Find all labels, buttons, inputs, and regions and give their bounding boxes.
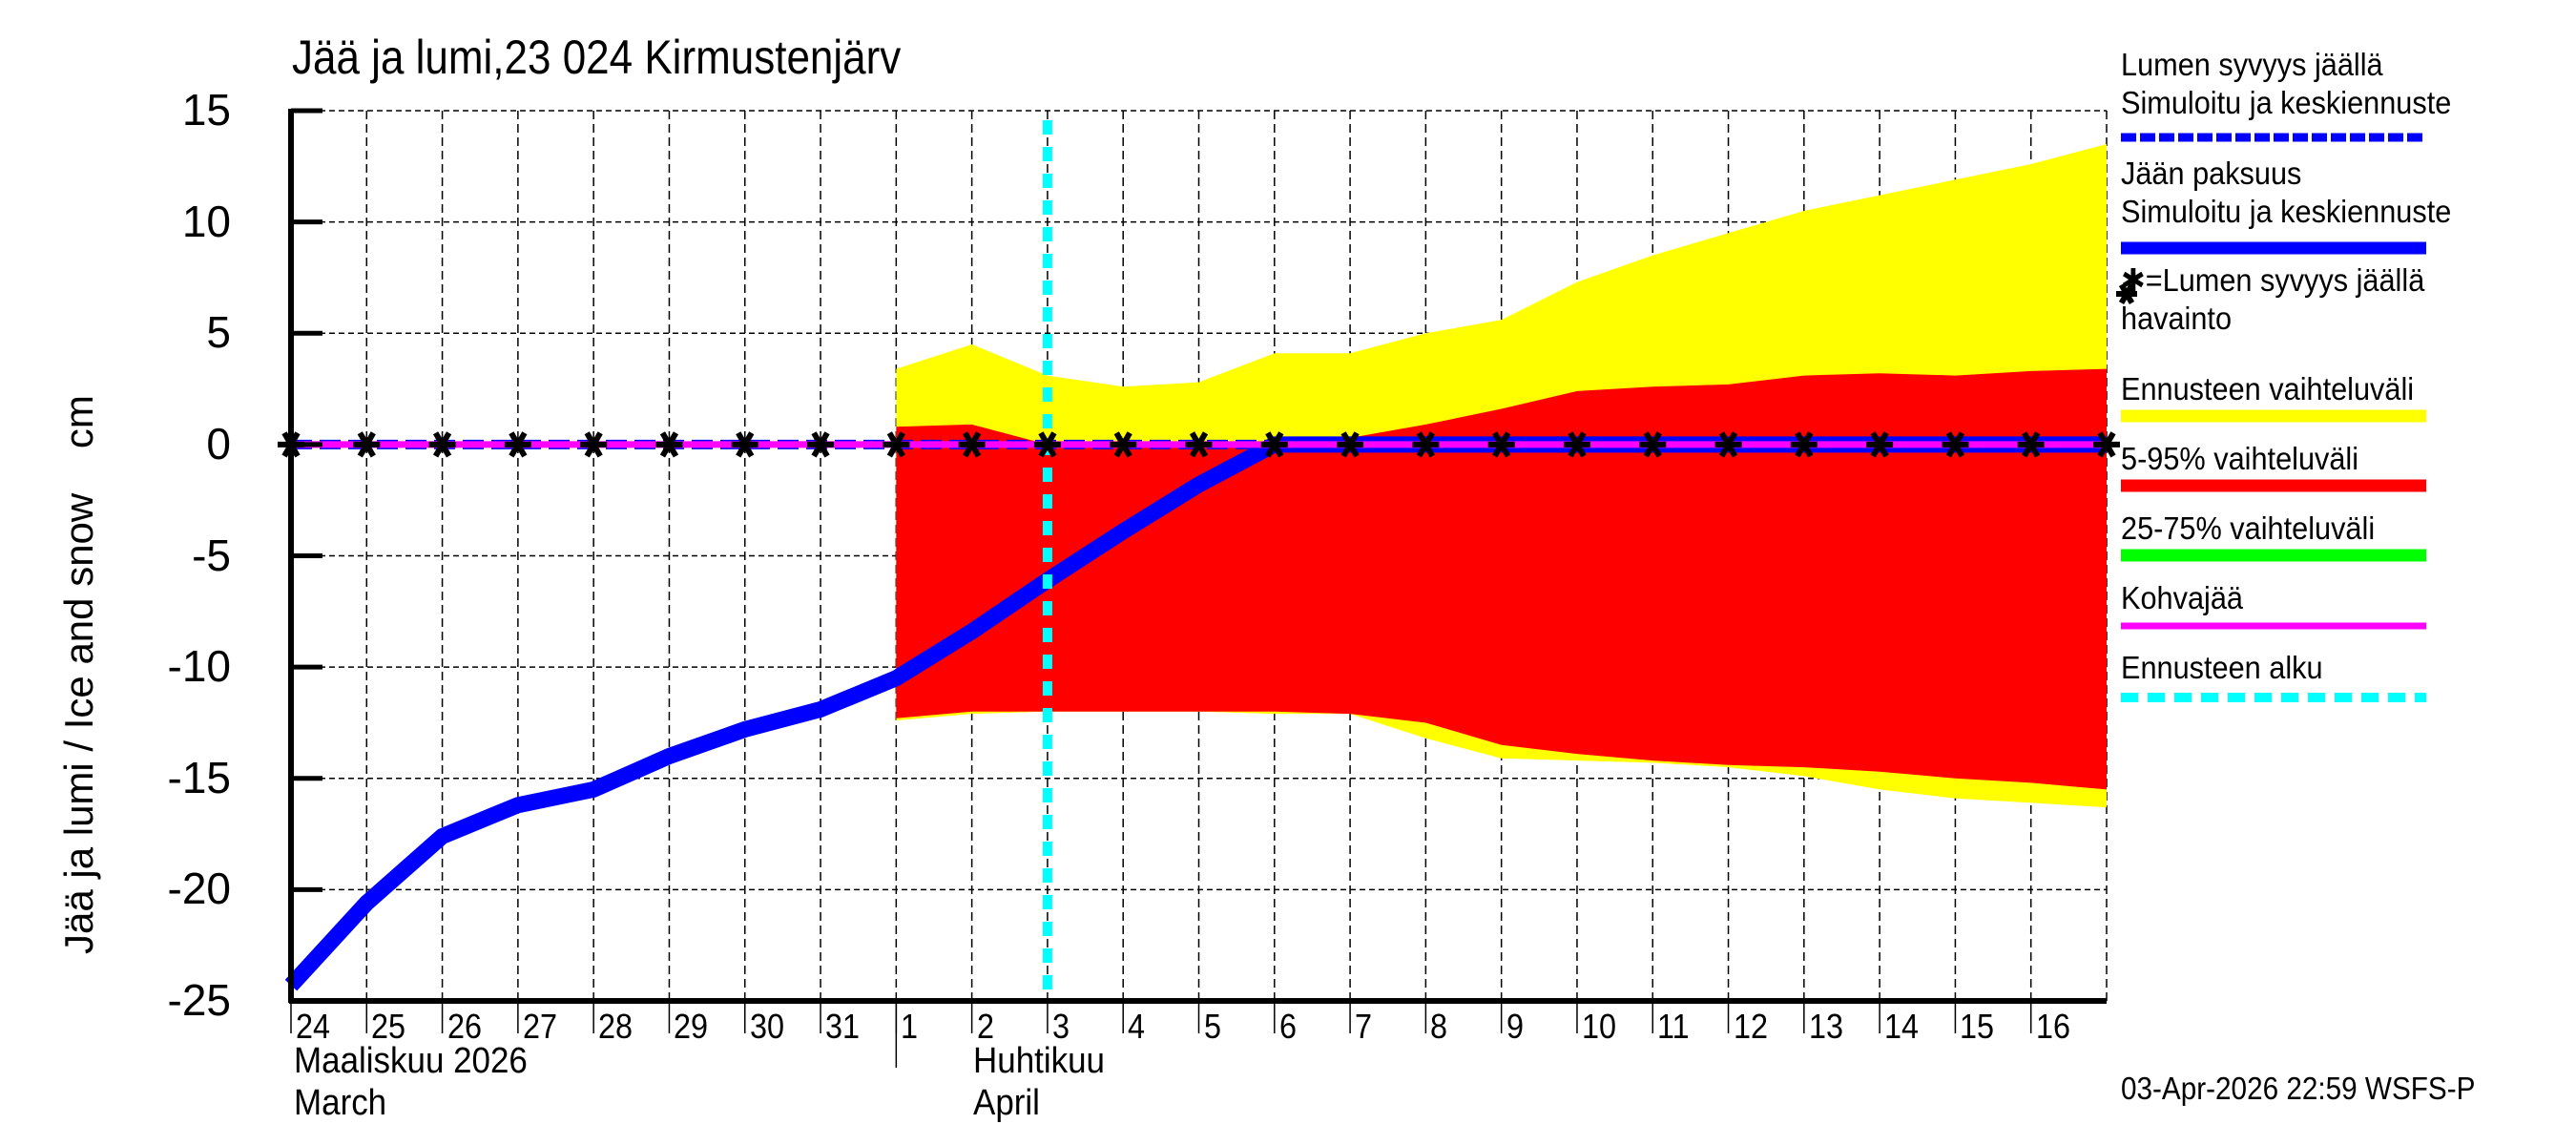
snow-observation-marker (1412, 431, 1440, 458)
legend-item-slush-ice: Kohvajää (2121, 580, 2243, 615)
y-tick-label: -20 (167, 864, 231, 914)
x-tick-label: 13 (1808, 1007, 1843, 1046)
snow-observation-marker (353, 431, 381, 458)
y-tick-label: 10 (181, 196, 231, 246)
legend-item-snow-observation: ✱=Lumen syvyys jäällä havainto (2121, 262, 2425, 336)
range-5-95-band (896, 368, 2108, 790)
snow-observation-marker (655, 431, 683, 458)
legend-swatch-observation-star (2116, 282, 2137, 305)
x-tick-label: 27 (522, 1007, 557, 1046)
x-tick-label: 25 (371, 1007, 406, 1046)
snow-observation-marker (1563, 431, 1590, 458)
y-tick-label: -25 (167, 975, 231, 1025)
timestamp-footer: 03-Apr-2026 22:59 WSFS-P (2121, 1071, 2476, 1106)
x-tick-label: 31 (825, 1007, 861, 1046)
x-tick-label: 16 (2035, 1007, 2070, 1046)
legend-item-range-25-75: 25-75% vaihteluväli (2121, 510, 2376, 546)
snow-observation-marker (1487, 431, 1515, 458)
observation-markers (278, 431, 2120, 458)
y-tick-label: 0 (206, 418, 231, 468)
snow-observation-marker (807, 431, 835, 458)
snow-observation-marker (883, 431, 910, 458)
snow-observation-marker (1185, 431, 1213, 458)
x-tick-label: 8 (1430, 1007, 1448, 1046)
x-tick-label: 30 (749, 1007, 784, 1046)
snow-observation-marker (958, 431, 986, 458)
x-tick-label: 3 (1051, 1007, 1070, 1046)
x-tick-label: 10 (1581, 1007, 1616, 1046)
x-tick-label: 29 (674, 1007, 709, 1046)
x-tick-label: 28 (598, 1007, 634, 1046)
x-tick-label: 14 (1884, 1007, 1920, 1046)
snow-observation-marker (1110, 431, 1137, 458)
month-label-en: March (294, 1083, 387, 1123)
snow-observation-marker (731, 431, 758, 458)
x-tick-label: 15 (1960, 1007, 1995, 1046)
month-label-april: Huhtikuu April (973, 1040, 1105, 1124)
snow-observation-marker (1714, 431, 1742, 458)
x-tick-label: 26 (447, 1007, 482, 1046)
legend-item-forecast-start: Ennusteen alku (2121, 650, 2323, 685)
x-tick-label: 7 (1355, 1007, 1373, 1046)
legend-item-snow-depth: Lumen syvyys jäällä Simuloitu ja keskien… (2121, 47, 2452, 120)
y-tick-label: 5 (206, 307, 231, 358)
x-tick-label: 24 (296, 1007, 331, 1046)
y-tick-label: -15 (167, 752, 231, 802)
legend-item-range-5-95: 5-95% vaihteluväli (2121, 441, 2359, 476)
x-tick-label: 5 (1203, 1007, 1221, 1046)
legend-item-ice-thickness: Jään paksuus Simuloitu ja keskiennuste (2121, 156, 2452, 229)
x-tick-label: 6 (1278, 1007, 1297, 1046)
x-tick-label: 2 (976, 1007, 994, 1046)
chart-title: Jää ja lumi,23 024 Kirmustenjärv (292, 31, 902, 84)
y-tick-label: 15 (181, 85, 231, 135)
y-tick-label: -5 (192, 530, 231, 580)
snow-observation-marker (1337, 431, 1364, 458)
month-label-fi: Maaliskuu 2026 (294, 1041, 528, 1081)
legend-item-forecast-range: Ennusteen vaihteluväli (2121, 371, 2415, 406)
snow-observation-marker (2093, 431, 2120, 458)
x-tick-label: 12 (1733, 1007, 1768, 1046)
snow-observation-marker (1790, 431, 1818, 458)
snow-observation-marker (1033, 431, 1061, 458)
snow-observation-marker (1866, 431, 1894, 458)
snow-observation-marker (1942, 431, 1969, 458)
snow-observation-marker (428, 431, 456, 458)
snow-observation-marker (580, 431, 608, 458)
x-tick-label: 11 (1657, 1007, 1690, 1046)
month-label-march: Maaliskuu 2026 March (294, 1040, 528, 1124)
month-label-fi: Huhtikuu (973, 1041, 1105, 1081)
month-label-en: April (973, 1083, 1040, 1123)
x-tick-label: 4 (1128, 1007, 1146, 1046)
snow-observation-marker (1639, 431, 1667, 458)
forecast-bands (896, 143, 2108, 808)
snow-observation-marker (2017, 431, 2045, 458)
x-tick-label: 9 (1506, 1007, 1524, 1046)
axes (288, 108, 2107, 1068)
legend-swatches (2116, 133, 2426, 702)
x-tick-label: 1 (901, 1007, 919, 1046)
y-tick-label: -10 (167, 641, 231, 692)
snow-observation-marker (1260, 431, 1288, 458)
snow-observation-marker (504, 431, 531, 458)
